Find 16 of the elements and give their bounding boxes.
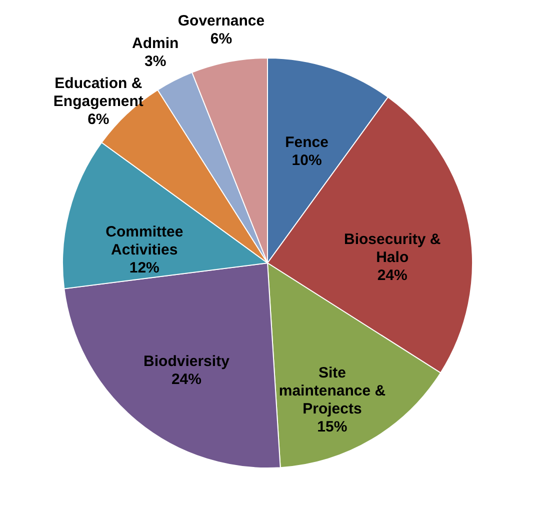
data-label: 24% (377, 267, 408, 284)
slice-label: Admin (132, 34, 179, 52)
data-label: 3% (144, 52, 166, 70)
data-label: 6% (210, 30, 232, 48)
slice-label: Governance (178, 12, 265, 30)
data-label: 6% (88, 110, 110, 128)
slice-label: Education & Engagement (53, 74, 144, 110)
data-label: 24% (171, 370, 202, 388)
data-label: 15% (317, 418, 348, 436)
slice-label: Biodviersity (144, 352, 230, 370)
slice-label: Fence (285, 134, 328, 152)
slice-label: Biosecurity & Halo (344, 231, 441, 266)
data-label: 10% (292, 152, 322, 170)
slice-label: Committee Activities (106, 223, 184, 258)
data-label: 12% (129, 259, 160, 276)
slice-label: Site maintenance & Projects (278, 364, 386, 418)
